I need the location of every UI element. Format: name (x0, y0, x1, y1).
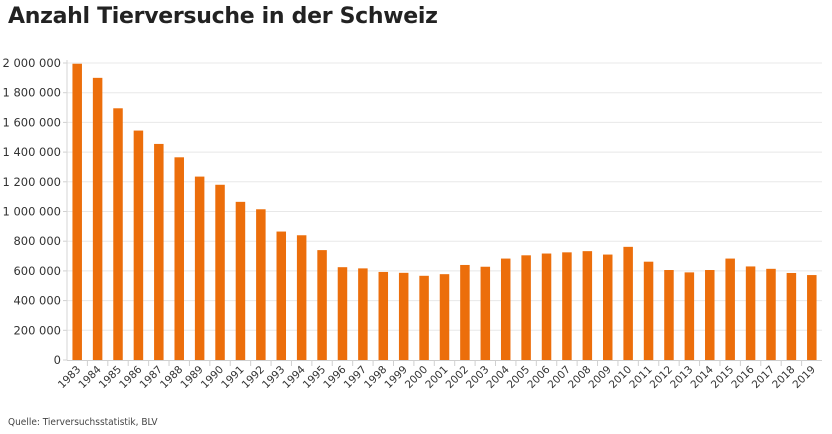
bar-1996 (337, 267, 348, 360)
x-tick-label: 1983 (56, 364, 83, 391)
bar-1986 (133, 130, 144, 360)
x-tick-label: 2008 (566, 364, 593, 391)
chart-title: Anzahl Tierversuche in der Schweiz (8, 4, 438, 29)
bar-1989 (194, 176, 205, 360)
bar-1999 (398, 272, 409, 360)
bar-2004 (500, 258, 511, 360)
x-tick-label: 2000 (403, 364, 430, 391)
x-tick-label: 1998 (362, 364, 389, 391)
x-tick-label: 2009 (586, 364, 613, 391)
x-tick-label: 1985 (97, 364, 124, 391)
y-axis-ticks: 0 200 000 400 000 600 000 800 000 1 000 000 1 … (2, 56, 67, 367)
bar-2008 (582, 251, 593, 360)
bar-2011 (643, 261, 654, 360)
y-tick-label: 1 600 000 (2, 115, 61, 129)
x-tick-label: 1997 (342, 364, 369, 391)
x-tick-label: 2003 (464, 364, 491, 391)
x-tick-label: 2005 (505, 364, 532, 391)
x-tick-label: 2011 (627, 364, 654, 391)
bar-1994 (296, 235, 307, 360)
bar-2013 (684, 272, 695, 360)
bar-2002 (460, 264, 470, 360)
bar-1987 (154, 143, 164, 360)
x-tick-label: 2019 (791, 364, 818, 391)
x-tick-label: 1995 (301, 364, 328, 391)
bar-1984 (92, 77, 103, 360)
y-tick-label: 400 000 (13, 294, 61, 308)
bar-2005 (521, 255, 531, 360)
bar-2012 (664, 270, 674, 360)
bar-1985 (113, 108, 123, 360)
y-tick-label: 600 000 (13, 264, 61, 278)
bar-2003 (480, 266, 491, 360)
x-tick-label: 2015 (709, 364, 736, 391)
bar-1991 (235, 201, 246, 360)
x-axis-ticks: 1983198419851986198719881989199019911992… (56, 360, 818, 391)
axes (66, 60, 822, 361)
x-tick-label: 1989 (178, 364, 205, 391)
bar-2019 (807, 275, 817, 360)
bar-2001 (439, 274, 450, 360)
bar-2016 (745, 266, 756, 360)
y-tick-label: 1 400 000 (2, 145, 61, 159)
source-note: Quelle: Tierversuchsstatistik, BLV (8, 417, 158, 428)
bar-2006 (541, 253, 552, 360)
y-tick-label: 800 000 (13, 234, 61, 248)
y-tick-label: 1 800 000 (2, 86, 61, 100)
y-tick-label: 1 000 000 (2, 205, 61, 219)
bar-1993 (276, 231, 287, 360)
bar-2017 (766, 268, 776, 360)
bar-1995 (317, 250, 327, 360)
bar-2007 (562, 252, 572, 360)
x-tick-label: 1987 (138, 364, 165, 391)
bar-2000 (419, 275, 429, 360)
y-tick-label: 2 000 000 (2, 56, 61, 70)
x-tick-label: 2002 (444, 364, 471, 391)
bar-1990 (215, 184, 225, 360)
bar-1992 (256, 209, 266, 360)
bar-2009 (602, 254, 613, 360)
x-tick-label: 2017 (750, 364, 777, 391)
x-tick-label: 2007 (546, 364, 573, 391)
x-tick-label: 2001 (423, 364, 450, 391)
bars (72, 63, 817, 361)
x-tick-label: 1991 (219, 364, 246, 391)
y-tick-label: 0 (54, 353, 61, 367)
bar-2015 (725, 258, 735, 360)
bar-1988 (174, 157, 184, 360)
x-tick-label: 1992 (240, 364, 267, 391)
bar-1997 (358, 268, 368, 360)
x-tick-label: 2013 (668, 364, 695, 391)
x-tick-label: 2018 (770, 364, 797, 391)
y-tick-label: 1 200 000 (2, 175, 61, 189)
x-tick-label: 2010 (607, 364, 634, 391)
bar-2018 (786, 272, 797, 360)
x-tick-label: 1990 (199, 364, 226, 391)
bar-1983 (72, 63, 82, 361)
bar-2014 (705, 270, 715, 360)
y-tick-label: 200 000 (13, 323, 61, 337)
x-tick-label: 1999 (382, 364, 409, 391)
bar-1998 (378, 271, 389, 360)
x-tick-label: 2012 (648, 364, 675, 391)
x-tick-label: 1988 (158, 364, 185, 391)
x-tick-label: 1993 (260, 364, 287, 391)
bar-2010 (623, 246, 633, 360)
